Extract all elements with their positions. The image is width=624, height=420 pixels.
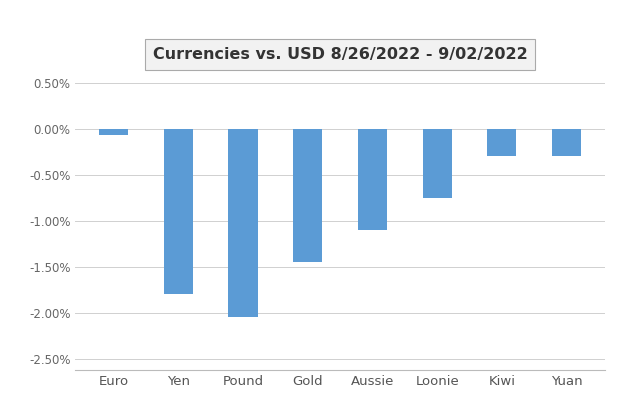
Bar <box>422 129 452 198</box>
Bar <box>99 129 128 135</box>
Bar <box>293 129 322 262</box>
Bar <box>552 129 581 156</box>
Title: Currencies vs. USD 8/26/2022 - 9/02/2022: Currencies vs. USD 8/26/2022 - 9/02/2022 <box>153 47 527 62</box>
Bar <box>358 129 387 230</box>
Bar <box>163 129 193 294</box>
Bar <box>487 129 517 156</box>
Bar <box>228 129 258 317</box>
